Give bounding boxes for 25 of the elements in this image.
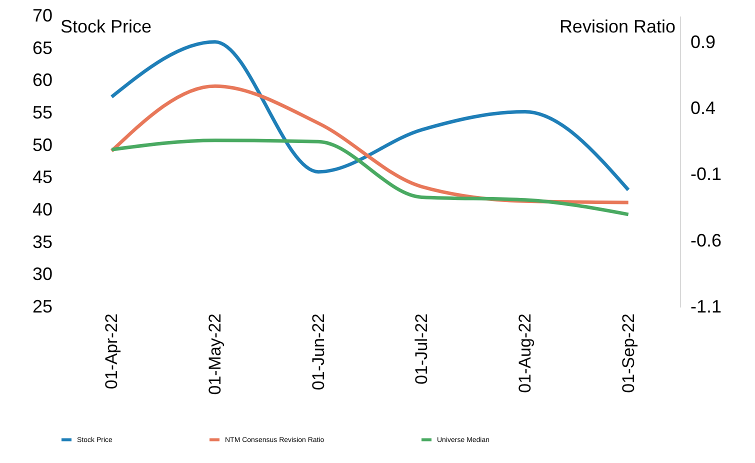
line-series <box>110 138 630 216</box>
line-series <box>110 40 630 192</box>
y2-tick-label: 0.4 <box>690 98 716 118</box>
y2-tick-label: -0.6 <box>690 230 722 250</box>
y-tick-label: 55 <box>32 102 52 122</box>
x-tick-label: 01-Aug-22 <box>516 314 534 393</box>
x-tick-label: 01-Jun-22 <box>308 314 328 390</box>
y2-tick-label: -1.1 <box>690 296 722 316</box>
y-axis-title: Stock Price <box>60 16 152 36</box>
x-tick-label: 01-Sep-22 <box>618 314 638 393</box>
y-tick-label: 60 <box>32 70 52 90</box>
y2-tick-label: -0.1 <box>690 164 722 184</box>
y-tick-label: 35 <box>32 232 52 252</box>
x-tick-label: 01-Apr-22 <box>102 314 122 390</box>
y-tick-label: 50 <box>32 134 52 155</box>
y-tick-label: 40 <box>32 200 52 220</box>
y-tick-label: 70 <box>32 6 52 26</box>
x-tick-label: 01-May-22 <box>206 314 224 395</box>
x-tick-label: 01-Jul-22 <box>412 314 432 384</box>
y-tick-label: 65 <box>32 38 52 58</box>
y-tick-label: 45 <box>32 167 52 188</box>
y-tick-label: 30 <box>32 264 52 284</box>
y-tick-label: 25 <box>32 296 52 316</box>
y2-axis-title: Revision Ratio <box>559 16 676 36</box>
y2-tick-label: 0.9 <box>690 32 716 52</box>
